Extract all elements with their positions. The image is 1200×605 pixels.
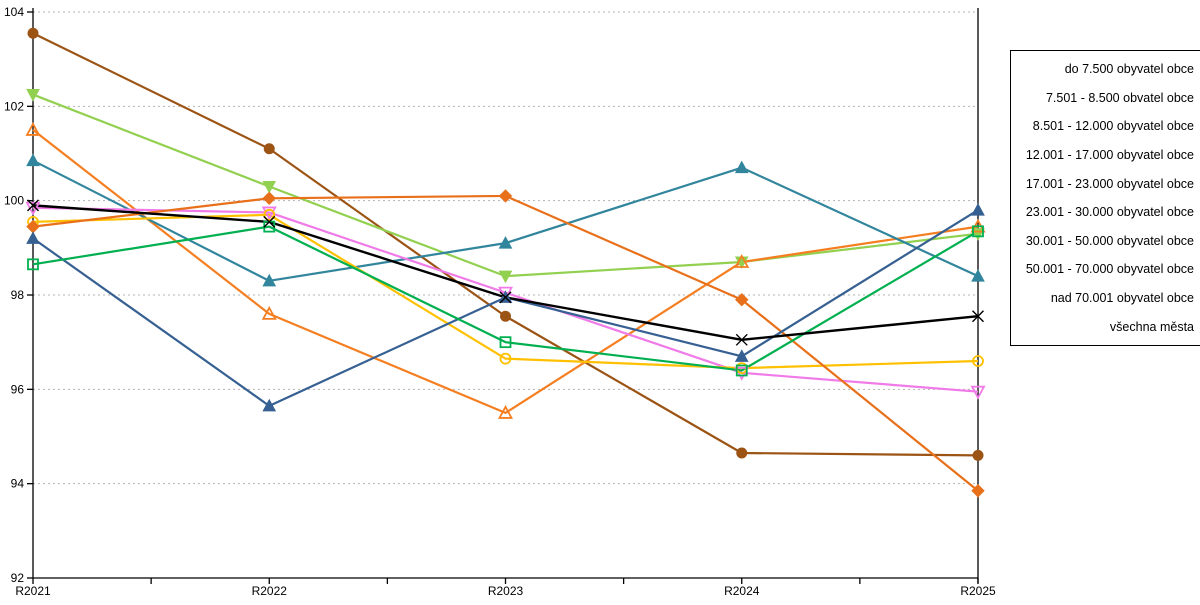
y-axis-tick-label: 98 [11, 288, 25, 302]
data-point-series-0 [972, 449, 984, 461]
legend-item-5: 23.001 - 30.000 obyvatel obce [1025, 205, 1194, 220]
y-axis-tick-label: 102 [4, 99, 24, 113]
data-point-series-2 [497, 405, 514, 419]
x-axis-tick-label: R2022 [252, 584, 288, 598]
data-point-series-6 [498, 189, 513, 203]
data-point-series-9 [735, 333, 748, 346]
y-axis-tick-label: 94 [11, 477, 25, 491]
data-point-series-5 [263, 208, 276, 221]
data-point-series-2 [25, 122, 41, 136]
data-point-series-6 [262, 191, 276, 206]
y-axis-tick-label: 92 [11, 571, 25, 585]
data-point-series-6 [735, 293, 749, 307]
line-chart: 92 94 96 98 100 102 104 R2021 R2022 R2023 R2024 R20… [4, 5, 996, 598]
data-point-series-4 [734, 366, 750, 381]
line-chart-plot-area: 92 94 96 98 100 102 104 R2021 R2022 R2023 R2024 R20… [4, 5, 996, 598]
data-point-series-9 [499, 291, 512, 304]
legend-item-7: 50.001 - 70.000 obyvatel obce [1025, 262, 1194, 277]
legend-item-1: 7.501 - 8.500 obvatel obce [1045, 90, 1194, 105]
data-point-series-3 [262, 273, 277, 287]
data-point-series-8 [27, 258, 39, 271]
series-line-8 [32, 225, 979, 372]
y-axis-tick-label: 104 [4, 5, 24, 19]
series-line-3 [32, 159, 979, 282]
data-point-series-9 [27, 199, 39, 212]
data-point-series-4 [970, 385, 986, 400]
data-point-series-2 [734, 254, 750, 268]
x-axis-tick-label: R2024 [724, 584, 760, 598]
data-point-series-0 [736, 447, 748, 459]
legend-item-9: všechna města [1109, 319, 1194, 334]
data-point-series-8 [735, 364, 748, 377]
data-point-series-8 [972, 225, 984, 238]
data-point-series-6 [971, 484, 985, 498]
data-point-series-3 [26, 153, 40, 167]
legend-item-4: 17.001 - 23.000 obyvatel obce [1025, 176, 1194, 191]
data-point-series-1 [26, 89, 40, 102]
x-axis-tick-label: R2025 [960, 584, 996, 598]
data-point-series-5 [499, 352, 512, 365]
legend-item-6: 30.001 - 50.000 obyvatel obce [1025, 233, 1194, 248]
data-point-series-7 [734, 349, 749, 362]
data-point-series-9 [263, 215, 276, 228]
legend-item-3: 12.001 - 17.000 obyvatel obce [1025, 148, 1194, 163]
y-axis-tick-label: 100 [4, 194, 24, 208]
data-point-series-3 [734, 160, 749, 174]
chart-legend: do 7.500 obyvatel obce 7.501 - 8.500 obva… [1010, 50, 1200, 346]
data-point-series-2 [261, 305, 277, 320]
x-axis-tick-label: R2021 [15, 584, 51, 598]
y-axis-tick-label: 96 [11, 382, 25, 396]
data-point-series-3 [971, 269, 985, 282]
data-point-series-4 [261, 206, 277, 221]
data-point-series-0 [27, 27, 39, 39]
legend-item-2: 8.501 - 12.000 obyvatel obce [1032, 119, 1194, 134]
series-line-2 [32, 129, 979, 415]
data-point-series-8 [499, 336, 512, 349]
data-point-series-1 [498, 270, 513, 284]
data-point-series-1 [262, 181, 277, 194]
data-point-series-9 [972, 310, 984, 323]
x-axis-tick-label: R2023 [488, 584, 524, 598]
data-point-series-4 [497, 286, 514, 301]
data-point-series-7 [971, 203, 985, 216]
data-point-series-5 [972, 355, 984, 367]
data-point-series-7 [262, 398, 277, 412]
data-point-series-0 [500, 310, 511, 322]
data-point-series-7 [26, 231, 40, 244]
data-point-series-0 [263, 143, 275, 155]
legend-item-0: do 7.500 obyvatel obce [1064, 62, 1194, 77]
legend-item-8: nad 70.001 obyvatel obce [1050, 291, 1194, 306]
data-point-series-3 [498, 236, 513, 249]
